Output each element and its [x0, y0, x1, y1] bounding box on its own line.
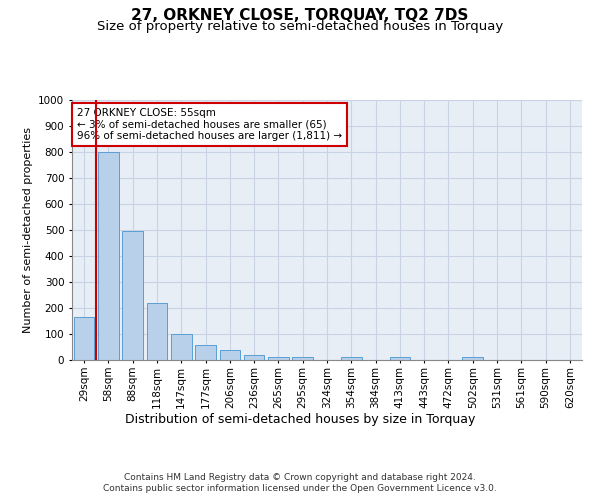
Bar: [98, 152, 119, 360]
Bar: [195, 345, 216, 360]
Bar: [244, 356, 265, 360]
Bar: [171, 334, 191, 360]
Text: Contains HM Land Registry data © Crown copyright and database right 2024.: Contains HM Land Registry data © Crown c…: [124, 472, 476, 482]
Bar: [220, 350, 240, 360]
Bar: [74, 317, 94, 360]
Text: Distribution of semi-detached houses by size in Torquay: Distribution of semi-detached houses by …: [125, 412, 475, 426]
Y-axis label: Number of semi-detached properties: Number of semi-detached properties: [23, 127, 32, 333]
Text: Size of property relative to semi-detached houses in Torquay: Size of property relative to semi-detach…: [97, 20, 503, 33]
Bar: [292, 358, 313, 360]
Bar: [389, 358, 410, 360]
Bar: [268, 358, 289, 360]
Text: Contains public sector information licensed under the Open Government Licence v3: Contains public sector information licen…: [103, 484, 497, 493]
Bar: [341, 358, 362, 360]
Bar: [122, 231, 143, 360]
Text: 27, ORKNEY CLOSE, TORQUAY, TQ2 7DS: 27, ORKNEY CLOSE, TORQUAY, TQ2 7DS: [131, 8, 469, 22]
Text: 27 ORKNEY CLOSE: 55sqm
← 3% of semi-detached houses are smaller (65)
96% of semi: 27 ORKNEY CLOSE: 55sqm ← 3% of semi-deta…: [77, 108, 342, 141]
Bar: [463, 358, 483, 360]
Bar: [146, 304, 167, 360]
